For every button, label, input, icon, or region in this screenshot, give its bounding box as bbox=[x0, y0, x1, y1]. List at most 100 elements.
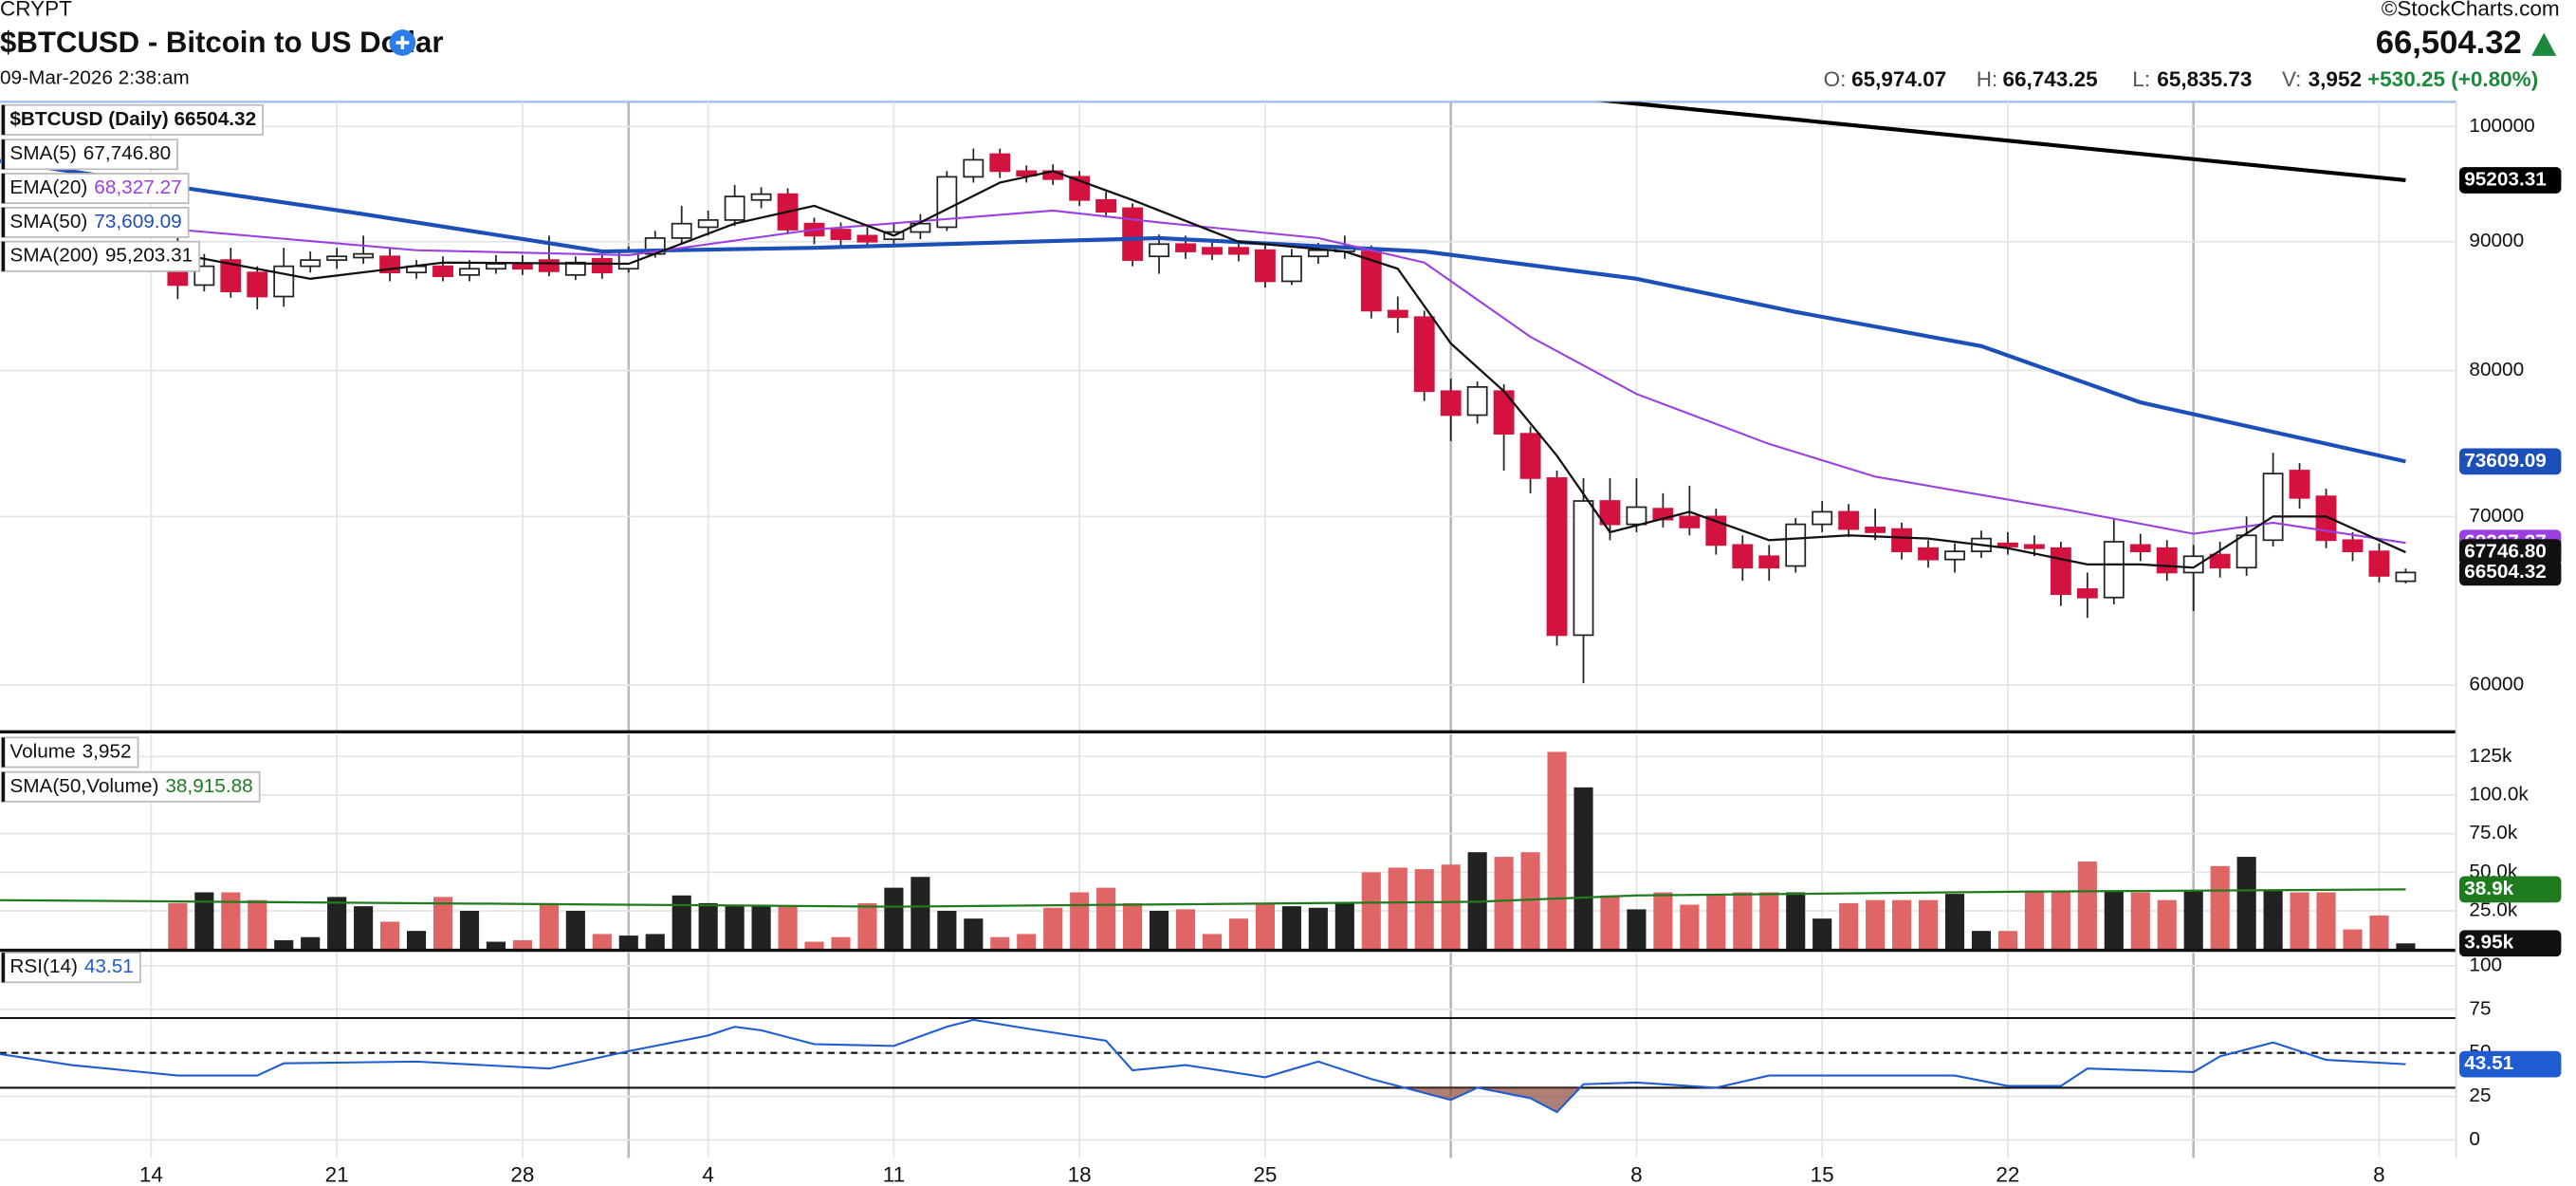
legend-text: Volume bbox=[9, 740, 75, 762]
candle-body bbox=[220, 259, 242, 292]
volume-bar bbox=[618, 936, 638, 950]
legend-accent bbox=[1, 207, 6, 237]
add-symbol-button[interactable] bbox=[389, 29, 416, 56]
volume-bar bbox=[1255, 902, 1275, 950]
legend-text: SMA(5) bbox=[9, 142, 76, 164]
volume-bar bbox=[911, 877, 930, 950]
legend-accent bbox=[1, 771, 6, 802]
volume-bar bbox=[2157, 899, 2177, 950]
candle-body bbox=[1228, 247, 1249, 255]
volume-bar bbox=[1150, 911, 1169, 950]
overlay-line bbox=[1597, 102, 2406, 183]
y-tick-label: 25.0k bbox=[2469, 899, 2517, 921]
legend-box bbox=[0, 173, 190, 205]
candle-body bbox=[697, 219, 719, 229]
volume-bar bbox=[512, 939, 532, 950]
candle-body bbox=[1758, 555, 1780, 569]
legend-text: RSI(14) bbox=[9, 955, 78, 977]
volume-bar bbox=[937, 911, 957, 950]
candle-body bbox=[1493, 390, 1515, 435]
volume-bar bbox=[2369, 915, 2389, 950]
volume-bar bbox=[248, 899, 267, 950]
candle-body bbox=[2156, 547, 2178, 574]
brand[interactable]: ©StockCharts.com bbox=[2382, 0, 2560, 20]
badge-box bbox=[2459, 559, 2562, 586]
candle-body bbox=[1149, 243, 1170, 258]
candle-body bbox=[591, 257, 613, 274]
badge-label: 95203.31 bbox=[2464, 168, 2547, 190]
volume-bar bbox=[486, 941, 506, 950]
volume-bar bbox=[2183, 890, 2203, 950]
legend-box bbox=[0, 103, 264, 136]
ohlc-value: 3,952 bbox=[2309, 67, 2362, 91]
volume-bar bbox=[592, 934, 612, 950]
overlay-badge: 73609.09 bbox=[2459, 448, 2562, 475]
candle-body bbox=[1387, 309, 1408, 319]
volume-bar bbox=[301, 936, 321, 950]
volume-bar bbox=[539, 902, 559, 950]
legend-entry: $BTCUSD (Daily) 66504.32 bbox=[0, 103, 264, 136]
volume-bar bbox=[1733, 892, 1753, 950]
candle-body bbox=[2103, 541, 2125, 599]
badge-label: 66504.32 bbox=[2464, 561, 2547, 583]
timestamp: 09-Mar-2026 2:38:am bbox=[0, 67, 190, 89]
volume-bar bbox=[1997, 931, 2018, 950]
badge-box bbox=[2459, 539, 2562, 565]
volume-bar bbox=[1680, 904, 1700, 950]
volume-bar bbox=[2290, 892, 2309, 950]
volume-bar bbox=[1866, 899, 1886, 950]
volume-bar bbox=[1308, 907, 1328, 950]
up-arrow bbox=[2531, 32, 2557, 56]
volume-bar bbox=[1096, 887, 1116, 950]
volume-bar bbox=[2236, 857, 2256, 950]
volume-bar bbox=[459, 911, 480, 950]
oversold-fill bbox=[1404, 1087, 1717, 1113]
legend-text: SMA(200) bbox=[9, 245, 99, 267]
ohlc-value: 65,835.73 bbox=[2157, 67, 2252, 91]
volume-bar bbox=[1441, 864, 1461, 950]
volume-bar bbox=[2210, 865, 2230, 950]
volume-bar bbox=[194, 892, 214, 950]
volume-bar bbox=[168, 902, 188, 950]
volume-bar bbox=[406, 931, 427, 950]
candle-body bbox=[2209, 553, 2231, 569]
y-tick-label: 0 bbox=[2469, 1128, 2480, 1150]
overlay-badge: 67746.80 bbox=[2459, 539, 2562, 565]
volume-bar bbox=[1839, 902, 1859, 950]
candle-body bbox=[1626, 506, 1647, 526]
volume-bar bbox=[1573, 787, 1593, 950]
legend-entry: SMA(50,Volume) 38,915.88 bbox=[0, 770, 261, 803]
last-price: 66,504.32 bbox=[2376, 25, 2522, 61]
legend-entry: EMA(20) 68,327.27 bbox=[0, 173, 190, 205]
exchange: CRYPT bbox=[0, 0, 72, 20]
x-tick-label: 15 bbox=[1811, 1163, 1834, 1186]
volume-bar bbox=[1228, 918, 1249, 950]
candle-body bbox=[1785, 523, 1807, 567]
candle-body bbox=[486, 263, 506, 270]
candle-body bbox=[2315, 495, 2337, 542]
volume-bar bbox=[990, 936, 1010, 950]
candle-body bbox=[1891, 528, 1913, 553]
price-badge: 66504.32 bbox=[2459, 559, 2562, 586]
candle-body bbox=[1254, 249, 1276, 283]
candle-body bbox=[1944, 550, 1965, 561]
volume-bar bbox=[2343, 929, 2363, 950]
volume-bar bbox=[1600, 895, 1620, 950]
x-tick-label: 8 bbox=[1630, 1163, 1643, 1186]
candle-body bbox=[1413, 316, 1435, 393]
candle-body bbox=[2236, 534, 2257, 569]
volume-bar bbox=[1520, 852, 1540, 950]
overlay-line bbox=[177, 209, 2406, 545]
candle-body bbox=[1679, 515, 1701, 528]
legend-accent bbox=[1, 104, 6, 135]
x-tick-label: 22 bbox=[1996, 1163, 2019, 1186]
candle-body bbox=[2076, 588, 2098, 599]
volume-bar bbox=[857, 902, 877, 950]
legend-accent bbox=[1, 737, 6, 768]
legend-entry: RSI(14) 43.51 bbox=[0, 952, 141, 984]
volume-bar bbox=[2130, 892, 2150, 950]
badge-box bbox=[2459, 448, 2562, 475]
volume-bar bbox=[964, 918, 984, 950]
volume-bar bbox=[1759, 892, 1779, 950]
legend-box bbox=[0, 770, 261, 803]
